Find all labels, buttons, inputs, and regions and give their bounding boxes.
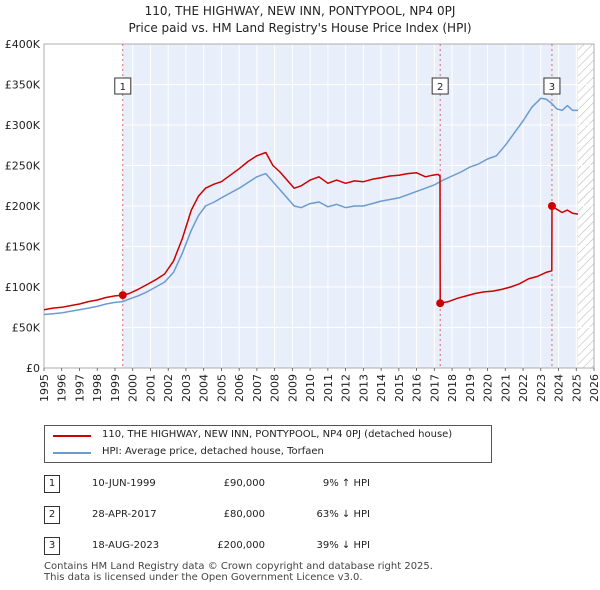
x-tick-label: 2025 [570,374,583,402]
transaction-number: 2 [44,506,60,524]
y-tick-label: £0 [26,362,40,375]
x-tick-label: 2016 [411,374,424,402]
footer-copyright: Contains HM Land Registry data © Crown c… [44,561,433,572]
legend: 110, THE HIGHWAY, NEW INN, PONTYPOOL, NP… [44,425,492,463]
x-tick-label: 2023 [535,374,548,402]
x-tick-label: 2009 [286,374,299,402]
transaction-price: £200,000 [217,540,265,551]
transaction-row: 2 28-APR-2017 £80,000 63% ↓ HPI [0,506,600,528]
marker-box [543,77,561,95]
x-tick-label: 2008 [269,374,282,402]
x-tick-label: 2012 [340,374,353,402]
legend-label-hpi: HPI: Average price, detached house, Torf… [102,446,324,457]
x-tick-label: 2020 [482,374,495,402]
y-tick-label: £400K [5,38,41,51]
chart-title: 110, THE HIGHWAY, NEW INN, PONTYPOOL, NP… [144,4,456,18]
x-tick-label: 2015 [393,374,406,402]
transaction-hpi: 39% ↓ HPI [316,540,370,551]
x-tick-label: 2017 [428,374,441,402]
price-chart: £0 £50K £100K £150K £200K £250K £300K £350K £400… [5,38,600,402]
x-tick-label: 1998 [91,374,104,402]
sale-point [547,202,556,210]
x-tick-label: 2001 [144,374,157,402]
transaction-date: 28-APR-2017 [92,509,157,520]
x-tick-label: 2026 [588,374,600,402]
y-tick-label: £200K [5,200,41,213]
marker-label: 2 [437,82,443,93]
x-tick-label: 2000 [127,374,140,402]
transaction-date: 18-AUG-2023 [92,540,160,551]
legend-item-property: 110, THE HIGHWAY, NEW INN, PONTYPOOL, NP… [45,428,491,444]
plot-border [43,43,595,369]
x-tick-label: 2003 [180,374,193,402]
x-tick-label: 2004 [198,374,211,402]
series-hpi-line [43,97,578,316]
x-tick-label: 2021 [499,374,512,402]
x-tick-label: 1999 [109,374,122,402]
y-tick-label: £350K [5,79,41,92]
y-tick-label: £100K [5,281,41,294]
legend-label-property: 110, THE HIGHWAY, NEW INN, PONTYPOOL, NP… [102,429,453,440]
footer-license: This data is licensed under the Open Gov… [44,572,363,583]
x-tick-label: 1996 [56,374,69,402]
x-tick-label: 2007 [251,374,264,402]
x-tick-label: 2018 [446,374,459,402]
marker-label: 1 [120,82,126,93]
x-tick-label: 2013 [357,374,370,402]
x-tick-label: 2002 [162,374,175,402]
sale-point [118,291,127,300]
marker-box [431,77,449,95]
x-tick-label: 2011 [322,374,335,402]
series-property-line [43,151,579,311]
sale-point [436,299,445,308]
x-tick-label: 2006 [233,374,246,402]
transaction-row: 3 18-AUG-2023 £200,000 39% ↓ HPI [0,537,600,559]
x-tick-label: 2005 [215,374,228,402]
transaction-price: £90,000 [223,478,265,489]
y-tick-label: £250K [5,160,41,173]
legend-swatch-property [53,435,91,437]
y-tick-label: £150K [5,241,41,254]
x-tick-label: 2019 [464,374,477,402]
marker-label: 3 [549,82,555,93]
x-tick-label: 2010 [304,374,317,402]
transaction-number: 1 [44,475,60,493]
chart-subtitle: Price paid vs. HM Land Registry's House … [128,21,472,35]
x-tick-label: 2024 [553,374,566,402]
x-tick-label: 1997 [73,374,86,402]
transaction-number: 3 [44,537,60,555]
transaction-date: 10-JUN-1999 [92,478,156,489]
x-tick-label: 2014 [375,374,388,402]
marker-box [114,77,132,95]
legend-item-hpi: HPI: Average price, detached house, Torf… [45,445,491,461]
transaction-hpi: 9% ↑ HPI [322,478,370,489]
y-tick-label: £300K [5,119,41,132]
x-tick-label: 1995 [38,374,51,402]
transaction-price: £80,000 [223,509,265,520]
transaction-hpi: 63% ↓ HPI [316,509,370,520]
transaction-row: 1 10-JUN-1999 £90,000 9% ↑ HPI [0,475,600,497]
y-tick-label: £50K [12,322,41,335]
legend-swatch-hpi [53,452,91,454]
x-tick-label: 2022 [517,374,530,402]
